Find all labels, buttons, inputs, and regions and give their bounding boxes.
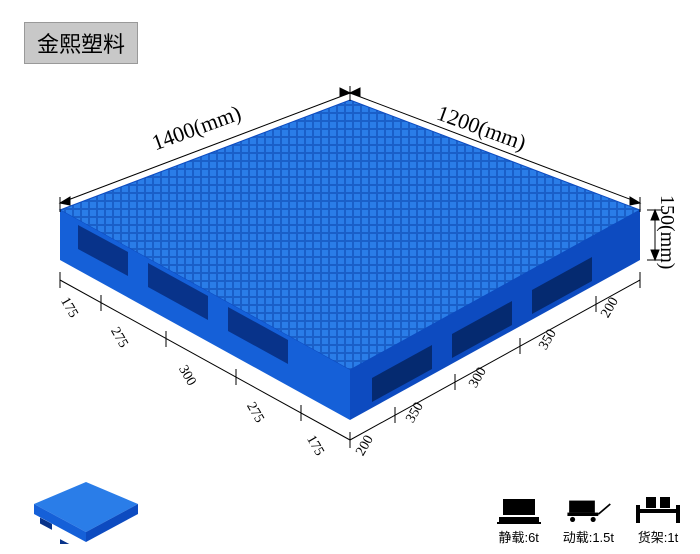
spec-dynamic: 动载:1.5t <box>563 495 614 546</box>
dynamic-load-icon <box>564 495 612 525</box>
dynamic-value: 1.5t <box>592 530 614 545</box>
dim-height: 150(mm) <box>655 195 678 269</box>
static-value: 6t <box>528 530 539 545</box>
static-label: 静载: <box>498 530 528 545</box>
spec-rack: 货架:1t <box>634 495 682 546</box>
spec-row: 静载:6t 动载:1.5t 货架:1t <box>495 495 682 546</box>
rack-value: 1t <box>667 530 678 545</box>
rack-load-icon <box>634 495 682 525</box>
rack-label: 货架: <box>638 530 668 545</box>
pallet-diagram <box>0 0 700 554</box>
dynamic-label: 动载: <box>563 530 593 545</box>
spec-static: 静载:6t <box>495 495 543 546</box>
static-load-icon <box>495 495 543 525</box>
pallet-thumbnail <box>26 474 146 544</box>
